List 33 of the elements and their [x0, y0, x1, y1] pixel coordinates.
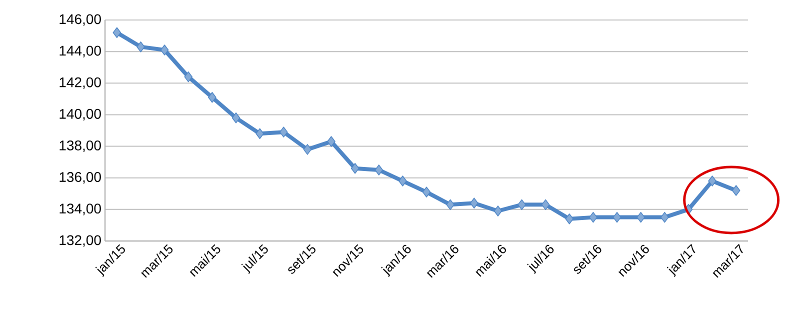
point — [398, 176, 407, 186]
y-tick-label: 142,00 — [60, 77, 101, 89]
point — [279, 126, 288, 138]
y-tick-label: 144,00 — [60, 46, 101, 58]
y-tick-label: 146,00 — [60, 14, 101, 26]
point — [660, 212, 669, 223]
y-tick-label: 136,00 — [60, 172, 101, 184]
y-tick-label: 134,00 — [60, 204, 101, 216]
point — [422, 186, 431, 198]
point — [160, 44, 169, 56]
point — [470, 198, 478, 209]
point — [589, 212, 598, 223]
point — [612, 212, 622, 223]
point — [208, 92, 216, 103]
point — [232, 112, 240, 124]
point — [732, 185, 740, 196]
point — [136, 41, 145, 52]
point — [374, 164, 384, 176]
point — [565, 213, 574, 224]
y-tick-label: 138,00 — [60, 140, 101, 152]
point — [541, 199, 550, 210]
point — [256, 128, 264, 140]
point — [708, 176, 716, 186]
point — [303, 144, 312, 155]
point — [518, 199, 526, 210]
point — [184, 71, 193, 82]
point — [636, 212, 645, 223]
y-tick-label: 140,00 — [60, 108, 101, 120]
point — [327, 136, 336, 147]
point — [350, 162, 360, 174]
point — [494, 206, 502, 216]
point — [446, 199, 454, 210]
point — [112, 27, 122, 38]
